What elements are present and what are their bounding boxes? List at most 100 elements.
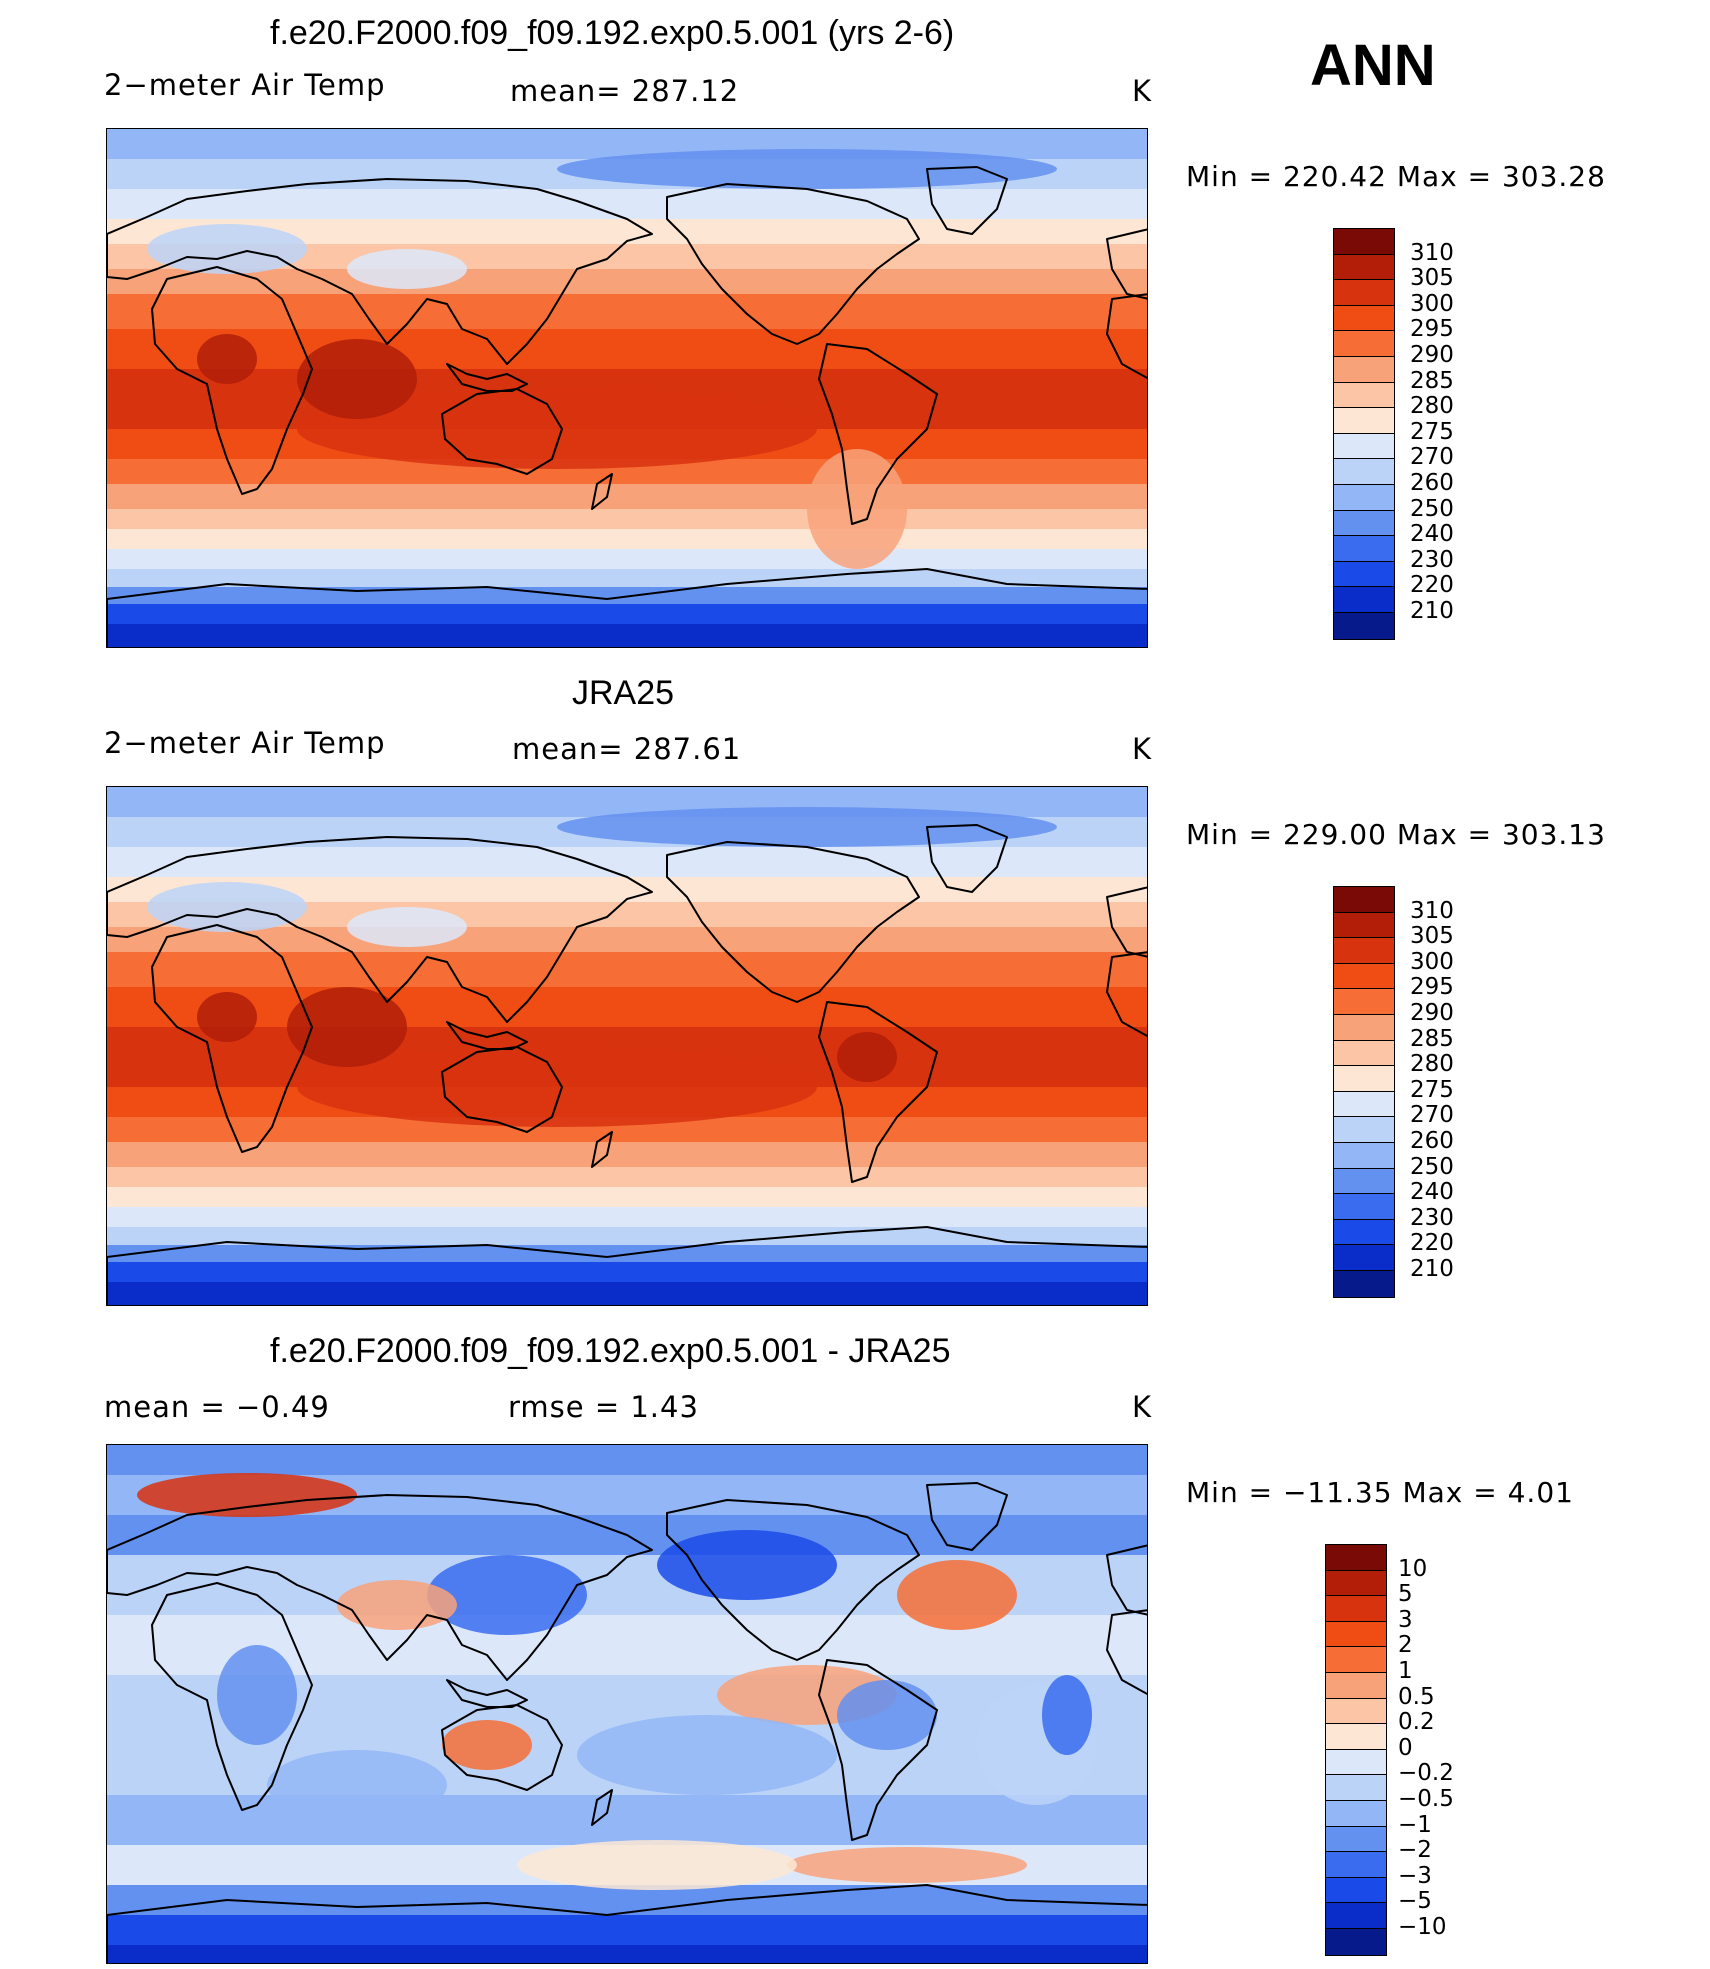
colorbar-swatch <box>1334 1014 1394 1041</box>
map-field-band <box>107 1227 1147 1245</box>
colorbar-swatch <box>1334 484 1394 511</box>
coastline <box>1106 1544 1147 1616</box>
map-field-contour <box>137 1473 357 1517</box>
colorbar-swatch <box>1326 1672 1386 1699</box>
colorbar-swatch <box>1334 989 1394 1015</box>
map-field-contour <box>1042 1675 1092 1755</box>
colorbar-tick-label: −3 <box>1398 1862 1432 1889</box>
coastline <box>441 1704 563 1791</box>
panel-2-units: K <box>1132 732 1153 766</box>
panel-2-variable-label: 2−meter Air Temp <box>104 726 386 760</box>
coastline <box>1106 293 1147 380</box>
map-field-band <box>107 927 1147 952</box>
coastline <box>591 473 613 510</box>
colorbar-tick-label: 2 <box>1398 1632 1413 1659</box>
map-field-band <box>107 1445 1147 1475</box>
map-field-contour <box>347 249 467 289</box>
map-field-contour <box>197 992 257 1042</box>
panel-2-mean-label: mean= 287.61 <box>512 732 742 766</box>
coastline <box>446 1679 528 1708</box>
panel-1-map <box>106 128 1148 648</box>
coastline <box>926 824 1008 893</box>
coastline <box>441 1046 563 1133</box>
map-field-band <box>107 189 1147 219</box>
map-field-contour <box>897 1560 1017 1630</box>
map-field-contour <box>297 1047 817 1127</box>
coastline <box>1106 228 1147 300</box>
panel-1-variable-label: 2−meter Air Temp <box>104 68 386 102</box>
colorbar-tick-label: −0.2 <box>1398 1760 1454 1787</box>
colorbar-swatch <box>1326 1724 1386 1750</box>
colorbar-swatch <box>1334 510 1394 537</box>
map-field-contour <box>427 1555 587 1635</box>
map-field-contour <box>347 907 467 947</box>
map-field-contour <box>147 224 307 274</box>
map-field-contour <box>787 1847 1027 1883</box>
colorbar-swatch <box>1326 1647 1386 1673</box>
colorbar-tick-label: 300 <box>1410 290 1454 317</box>
colorbar-tick-label: 1 <box>1398 1658 1413 1684</box>
colorbar-swatch <box>1334 1142 1394 1169</box>
map-field-band <box>107 847 1147 877</box>
colorbar-swatch <box>1334 1091 1394 1118</box>
colorbar-tick-label: 275 <box>1410 418 1454 445</box>
colorbar-swatch <box>1326 1698 1386 1725</box>
map-field-contour <box>442 1720 532 1770</box>
map-field-contour <box>807 449 907 569</box>
colorbar-tick-label: 280 <box>1410 393 1454 420</box>
colorbar-swatch <box>1334 963 1394 990</box>
colorbar-tick-label: 230 <box>1410 1204 1454 1231</box>
colorbar-tick-label: 285 <box>1410 1025 1454 1052</box>
colorbar-swatch <box>1326 1621 1386 1648</box>
colorbar-tick-label: 3 <box>1398 1606 1413 1633</box>
map-field-band <box>107 1207 1147 1227</box>
panel-1-colorbar <box>1333 228 1395 640</box>
map-field-band <box>107 952 1147 987</box>
map-field-contour <box>557 807 1057 847</box>
colorbar-swatch <box>1326 1570 1386 1597</box>
map-field-band <box>107 549 1147 569</box>
colorbar-swatch <box>1326 1877 1386 1904</box>
colorbar-tick-label: 290 <box>1410 342 1454 368</box>
map-field-contour <box>217 1645 297 1745</box>
colorbar-swatch <box>1334 408 1394 434</box>
panel-3-map <box>106 1444 1148 1964</box>
map-field-band <box>107 269 1147 294</box>
panel-3-minmax: Min = −11.35 Max = 4.01 <box>1186 1476 1574 1509</box>
map-field-band <box>107 1795 1147 1845</box>
coastline <box>107 178 653 365</box>
colorbar-tick-label: 260 <box>1410 1128 1454 1154</box>
colorbar-swatch <box>1334 229 1394 255</box>
colorbar-tick-label: 240 <box>1410 1179 1454 1206</box>
map-field-contour <box>267 1750 447 1820</box>
map-field-band <box>107 1945 1147 1963</box>
coastline <box>926 1482 1008 1551</box>
colorbar-tick-label: 250 <box>1410 1153 1454 1180</box>
panel-2-map <box>106 786 1148 1306</box>
colorbar-tick-label: 0 <box>1398 1734 1413 1761</box>
colorbar-tick-label: 0.5 <box>1398 1683 1435 1710</box>
colorbar-swatch <box>1326 1800 1386 1827</box>
colorbar-tick-label: 290 <box>1410 1000 1454 1026</box>
panel-3-mean-label: mean = −0.49 <box>104 1390 330 1424</box>
colorbar-tick-label: 220 <box>1410 1230 1454 1257</box>
colorbar-swatch <box>1334 561 1394 588</box>
colorbar-swatch <box>1334 1168 1394 1195</box>
map-field-band <box>107 129 1147 159</box>
map-field-band <box>107 294 1147 329</box>
colorbar-tick-label: 305 <box>1410 265 1454 292</box>
colorbar-swatch <box>1334 1270 1394 1297</box>
colorbar-swatch <box>1334 433 1394 460</box>
coastline <box>446 363 528 392</box>
coastline <box>441 388 563 475</box>
map-field-contour <box>557 149 1057 189</box>
map-field-contour <box>837 1032 897 1082</box>
map-field-band <box>107 1187 1147 1207</box>
map-field-band <box>107 624 1147 647</box>
map-field-contour <box>297 339 417 419</box>
map-field-contour <box>297 389 817 469</box>
season-label: ANN <box>1310 33 1436 98</box>
coastline <box>591 1131 613 1168</box>
coastline <box>818 1001 938 1183</box>
coastline <box>107 1226 1147 1305</box>
